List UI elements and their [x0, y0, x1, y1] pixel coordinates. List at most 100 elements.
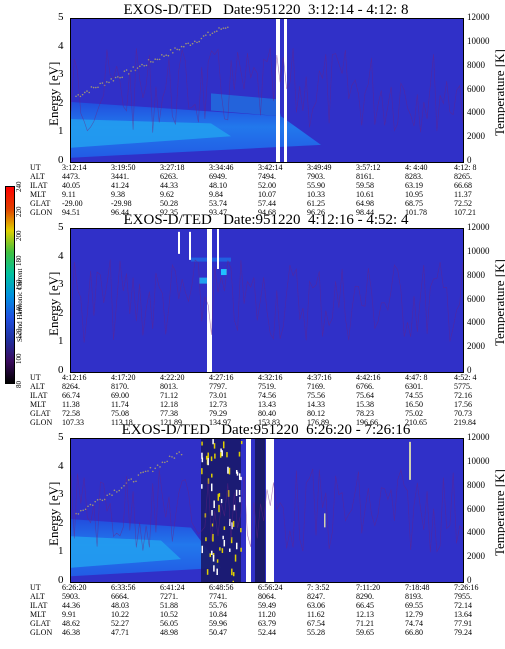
ephemeris-value: 75.02 — [405, 409, 423, 418]
ephemeris-value: 11.74 — [111, 400, 129, 409]
y2-tick-label: 6000 — [467, 83, 485, 94]
ephemeris-value: 6:41:24 — [160, 583, 185, 592]
ephemeris-value: 6949. — [209, 172, 227, 181]
ephemeris-value: 11.38 — [62, 400, 80, 409]
y2-axis-label: Temperature [K] — [492, 259, 505, 346]
ephemeris-value: 8013. — [160, 382, 178, 391]
ephemeris-value: 46.38 — [62, 628, 80, 637]
ephemeris-label: GLAT — [30, 619, 51, 628]
ephemeris-value: 6766. — [356, 382, 374, 391]
ephemeris-value: 4:12: 8 — [454, 163, 477, 172]
ephemeris-value: 3441. — [111, 172, 129, 181]
ephemeris-value: 7903. — [307, 172, 325, 181]
ephemeris-value: 10.52 — [160, 610, 178, 619]
ephemeris-value: 7494. — [258, 172, 276, 181]
ephemeris-value: 8265. — [454, 172, 472, 181]
ephemeris-value: 113.18 — [111, 418, 133, 427]
ephemeris-value: 10.61 — [356, 190, 374, 199]
ephemeris-value: 7:11:20 — [356, 583, 381, 592]
ephemeris-value: 40.05 — [62, 181, 80, 190]
ephemeris-value: 153.83 — [258, 418, 280, 427]
ephemeris-value: 61.25 — [307, 199, 325, 208]
ephemeris-value: 64.98 — [356, 199, 374, 208]
y2-tick-label: 10000 — [467, 455, 490, 466]
ephemeris-value: 74.55 — [405, 391, 423, 400]
ephemeris-value: 4:32:16 — [258, 373, 283, 382]
ephemeris-value: 7797. — [209, 382, 227, 391]
y2-tick-label: 4000 — [467, 317, 485, 328]
ephemeris-value: 59.65 — [356, 628, 374, 637]
ephemeris-value: 7955. — [454, 592, 472, 601]
ephemeris-value: 59.49 — [258, 601, 276, 610]
y-tick-label: 5 — [58, 221, 64, 233]
ephemeris-label: ILAT — [30, 181, 48, 190]
ephemeris-value: 52.44 — [258, 628, 276, 637]
ephemeris-value: 7271. — [160, 592, 178, 601]
ephemeris-value: 8290. — [356, 592, 374, 601]
y2-tick-label: 4000 — [467, 107, 485, 118]
ephemeris-value: 8193. — [405, 592, 423, 601]
ephemeris-value: 4:52: 4 — [454, 373, 477, 382]
colorbar-tick: 180 — [15, 255, 23, 266]
colorbar-tick: 200 — [15, 230, 23, 242]
ephemeris-value: 6:26:20 — [62, 583, 87, 592]
ephemeris-value: 3:57:12 — [356, 163, 381, 172]
ephemeris-value: 14.33 — [307, 400, 325, 409]
ephemeris-value: 77.38 — [160, 409, 178, 418]
colorbar-tick: 100 — [15, 353, 23, 364]
ephemeris-value: 4:42:16 — [356, 373, 381, 382]
colorbar-tick: 80 — [15, 381, 23, 388]
ephemeris-value: 4:17:20 — [111, 373, 136, 382]
ephemeris-value: 66.45 — [356, 601, 374, 610]
colorbar-tick: 220 — [15, 206, 23, 217]
ephemeris-value: 80.12 — [307, 409, 325, 418]
y-tick-label: 0 — [58, 154, 64, 166]
ephemeris-value: 55.28 — [307, 628, 325, 637]
ephemeris-label: GLAT — [30, 199, 51, 208]
panel-title: EXOS-D/TED Date:951220 3:12:14 - 4:12: 8 — [123, 2, 409, 18]
ephemeris-value: 74.56 — [258, 391, 276, 400]
ephemeris-value: 5903. — [62, 592, 80, 601]
ephemeris-value: 56.05 — [160, 619, 178, 628]
ephemeris-label: UT — [30, 583, 41, 592]
ephemeris-value: 50.28 — [160, 199, 178, 208]
ephemeris-value: 48.98 — [160, 628, 178, 637]
ephemeris-value: 107.21 — [454, 208, 476, 217]
ephemeris-value: 48.62 — [62, 619, 80, 628]
ephemeris-value: 75.64 — [356, 391, 374, 400]
ephemeris-value: 69.55 — [405, 601, 423, 610]
spectrogram-image — [71, 229, 463, 372]
spectrogram-panel — [70, 438, 464, 583]
ephemeris-value: 3:42:14 — [258, 163, 283, 172]
ephemeris-value: 7741. — [209, 592, 227, 601]
ephemeris-value: 4:37:16 — [307, 373, 332, 382]
ephemeris-value: 134.97 — [209, 418, 231, 427]
y-tick-label: 0 — [58, 574, 64, 586]
y2-tick-label: 12000 — [467, 222, 490, 232]
ephemeris-value: 9.62 — [160, 190, 174, 199]
ephemeris-value: 63.06 — [307, 601, 325, 610]
ephemeris-value: 3:19:50 — [111, 163, 136, 172]
ephemeris-value: 8264. — [62, 382, 80, 391]
ephemeris-value: 44.36 — [62, 601, 80, 610]
ephemeris-value: 72.52 — [454, 199, 472, 208]
ephemeris-value: 7519. — [258, 382, 276, 391]
ephemeris-value: 196.66 — [356, 418, 378, 427]
ephemeris-value: 59.96 — [209, 619, 227, 628]
ephemeris-value: 11.37 — [454, 190, 472, 199]
ephemeris-value: 8064. — [258, 592, 276, 601]
y2-tick-label: 6000 — [467, 503, 485, 514]
ephemeris-value: 10.95 — [405, 190, 423, 199]
ephemeris-value: 4:12:16 — [62, 373, 87, 382]
ephemeris-value: 6:33:56 — [111, 583, 136, 592]
spectrogram-panel — [70, 228, 464, 373]
ephemeris-value: 101.78 — [405, 208, 427, 217]
ephemeris-value: 79.24 — [454, 628, 472, 637]
ephemeris-value: 5775. — [454, 382, 472, 391]
ephemeris-value: 71.12 — [160, 391, 178, 400]
ephemeris-value: 79.29 — [209, 409, 227, 418]
ephemeris-value: 12.13 — [356, 610, 374, 619]
ephemeris-value: 4: 4:40 — [405, 163, 428, 172]
ephemeris-value: 66.68 — [454, 181, 472, 190]
ephemeris-value: 8170. — [111, 382, 129, 391]
